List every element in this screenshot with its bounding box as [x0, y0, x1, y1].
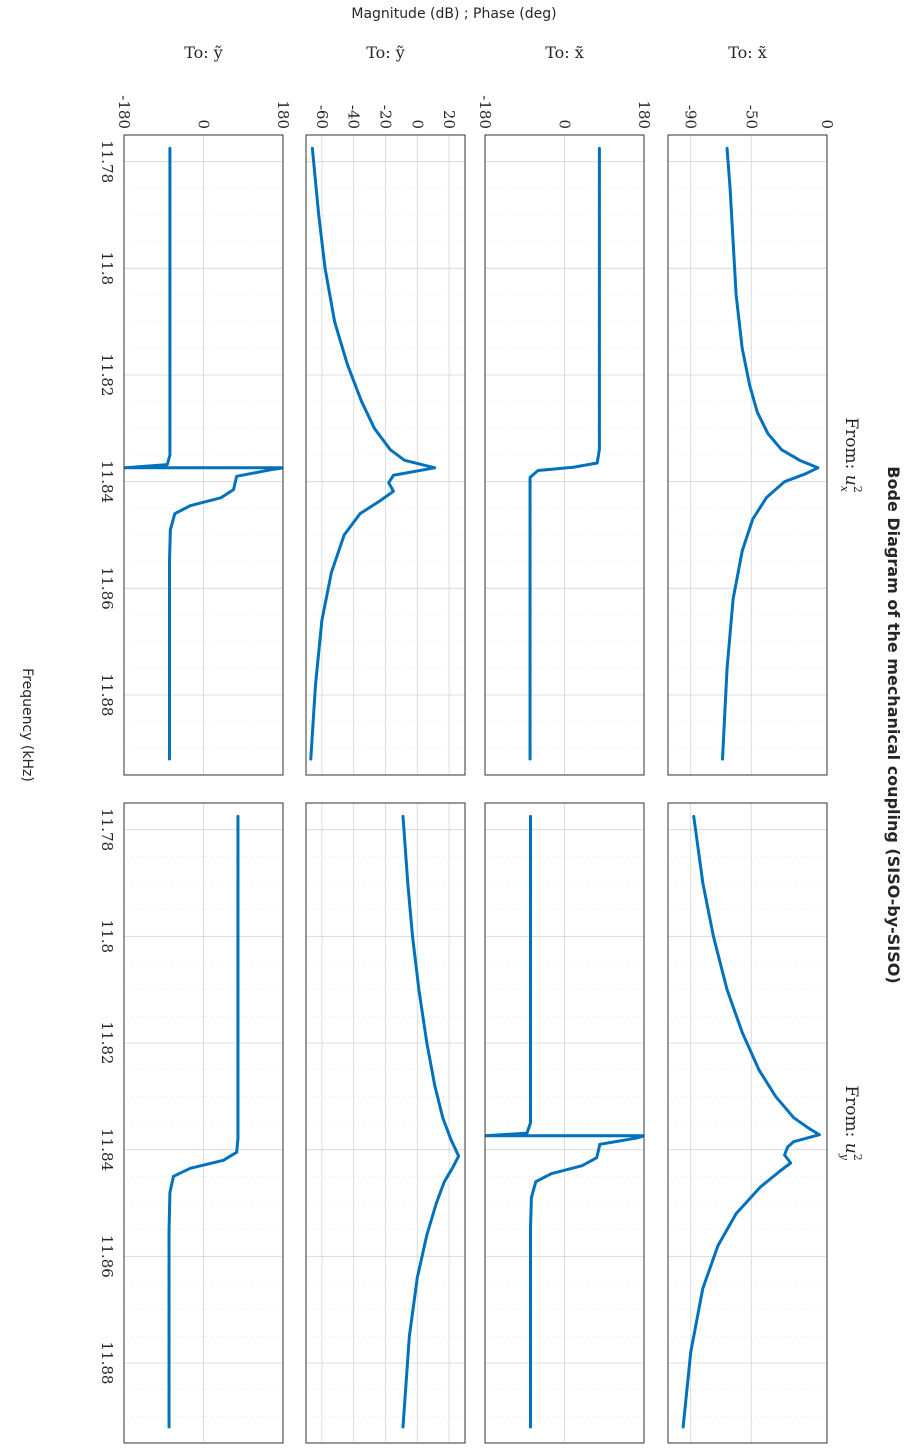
- x-tick-label: 11.86: [98, 567, 116, 610]
- x-tick-label: 11.8: [98, 252, 116, 285]
- row-label-r4: To: ỹ: [184, 43, 223, 62]
- column-label-c1: From: u2x: [838, 417, 864, 492]
- y-tick-label: 0: [408, 119, 426, 129]
- subplot-r1-c1: 0 -50 -90 To: x̃: [667, 43, 836, 776]
- series-line-r2-c2: [485, 814, 644, 1429]
- series-line-r2-c1: [528, 146, 601, 761]
- axes-frame: [667, 134, 828, 776]
- axes-frame: [484, 134, 645, 776]
- row-label-r2: To: x̃: [545, 43, 584, 62]
- subplot-r2-c2: [484, 802, 645, 1444]
- x-axis-label: Frequency (kHz): [19, 668, 35, 782]
- chart-title: Bode Diagram of the mechanical coupling …: [884, 466, 903, 983]
- y-tick-label: 0: [818, 119, 836, 129]
- x-tick-label: 11.82: [98, 1022, 116, 1065]
- y-tick-label: 0: [556, 119, 574, 129]
- subplot-r4-c1: 180 0 -180 To: ỹ 11.78 11.8 11.82 11.84 11.86 11.…: [98, 43, 292, 776]
- y-tick-label: 180: [635, 100, 653, 129]
- axes-frame: [123, 802, 284, 1444]
- axes-frame: [667, 802, 828, 1444]
- subplot-r2-c1: 180 0 -180 To: x̃: [476, 43, 653, 776]
- series-line-r4-c1: [124, 146, 283, 761]
- y-tick-label: 20: [440, 110, 458, 129]
- y-axis-label: Magnitude (dB) ; Phase (deg): [351, 6, 556, 22]
- x-tick-label: 11.86: [98, 1235, 116, 1278]
- subplot-r4-c2: 11.78 11.8 11.82 11.84 11.86 11.88: [98, 802, 284, 1444]
- x-tick-label: 11.78: [98, 808, 116, 851]
- x-tick-label: 11.84: [98, 460, 116, 503]
- series-line-r1-c1: [721, 146, 820, 761]
- x-tick-label: 11.78: [98, 140, 116, 183]
- axes-frame: [305, 802, 466, 1444]
- y-tick-label: -20: [377, 105, 395, 129]
- row-label-r3: To: ỹ: [366, 43, 405, 62]
- subplot-r3-c2: [305, 802, 466, 1444]
- y-tick-label: -40: [345, 105, 363, 129]
- series-line-r3-c2: [401, 814, 461, 1429]
- subplot-grid: 0 -50 -90 To: x̃ 180 0 -180 To: x̃ 20 0 -20 -40 -60 T…: [98, 43, 864, 1444]
- y-tick-label: -180: [476, 95, 494, 129]
- axes-frame: [484, 802, 645, 1444]
- x-tick-label: 11.88: [98, 1342, 116, 1385]
- subplot-r3-c1: 20 0 -20 -40 -60 To: ỹ: [305, 43, 466, 776]
- y-tick-label: 180: [274, 100, 292, 129]
- axes-frame: [123, 134, 284, 776]
- y-tick-label: 0: [195, 119, 213, 129]
- axes-frame: [305, 134, 466, 776]
- series-line-r1-c2: [681, 814, 821, 1429]
- x-tick-label: 11.84: [98, 1128, 116, 1171]
- column-label-c2: From: u2y: [838, 1085, 864, 1160]
- subplot-r1-c2: [667, 802, 828, 1444]
- series-line-r3-c1: [309, 146, 437, 761]
- row-label-r1: To: x̃: [728, 43, 767, 62]
- x-tick-label: 11.8: [98, 920, 116, 953]
- x-tick-label: 11.82: [98, 354, 116, 397]
- series-line-r4-c2: [167, 814, 240, 1429]
- y-tick-label: -180: [115, 95, 133, 129]
- y-tick-label: -60: [313, 105, 331, 129]
- y-tick-label: -50: [742, 105, 760, 129]
- x-tick-label: 11.88: [98, 674, 116, 717]
- y-tick-label: -90: [682, 105, 700, 129]
